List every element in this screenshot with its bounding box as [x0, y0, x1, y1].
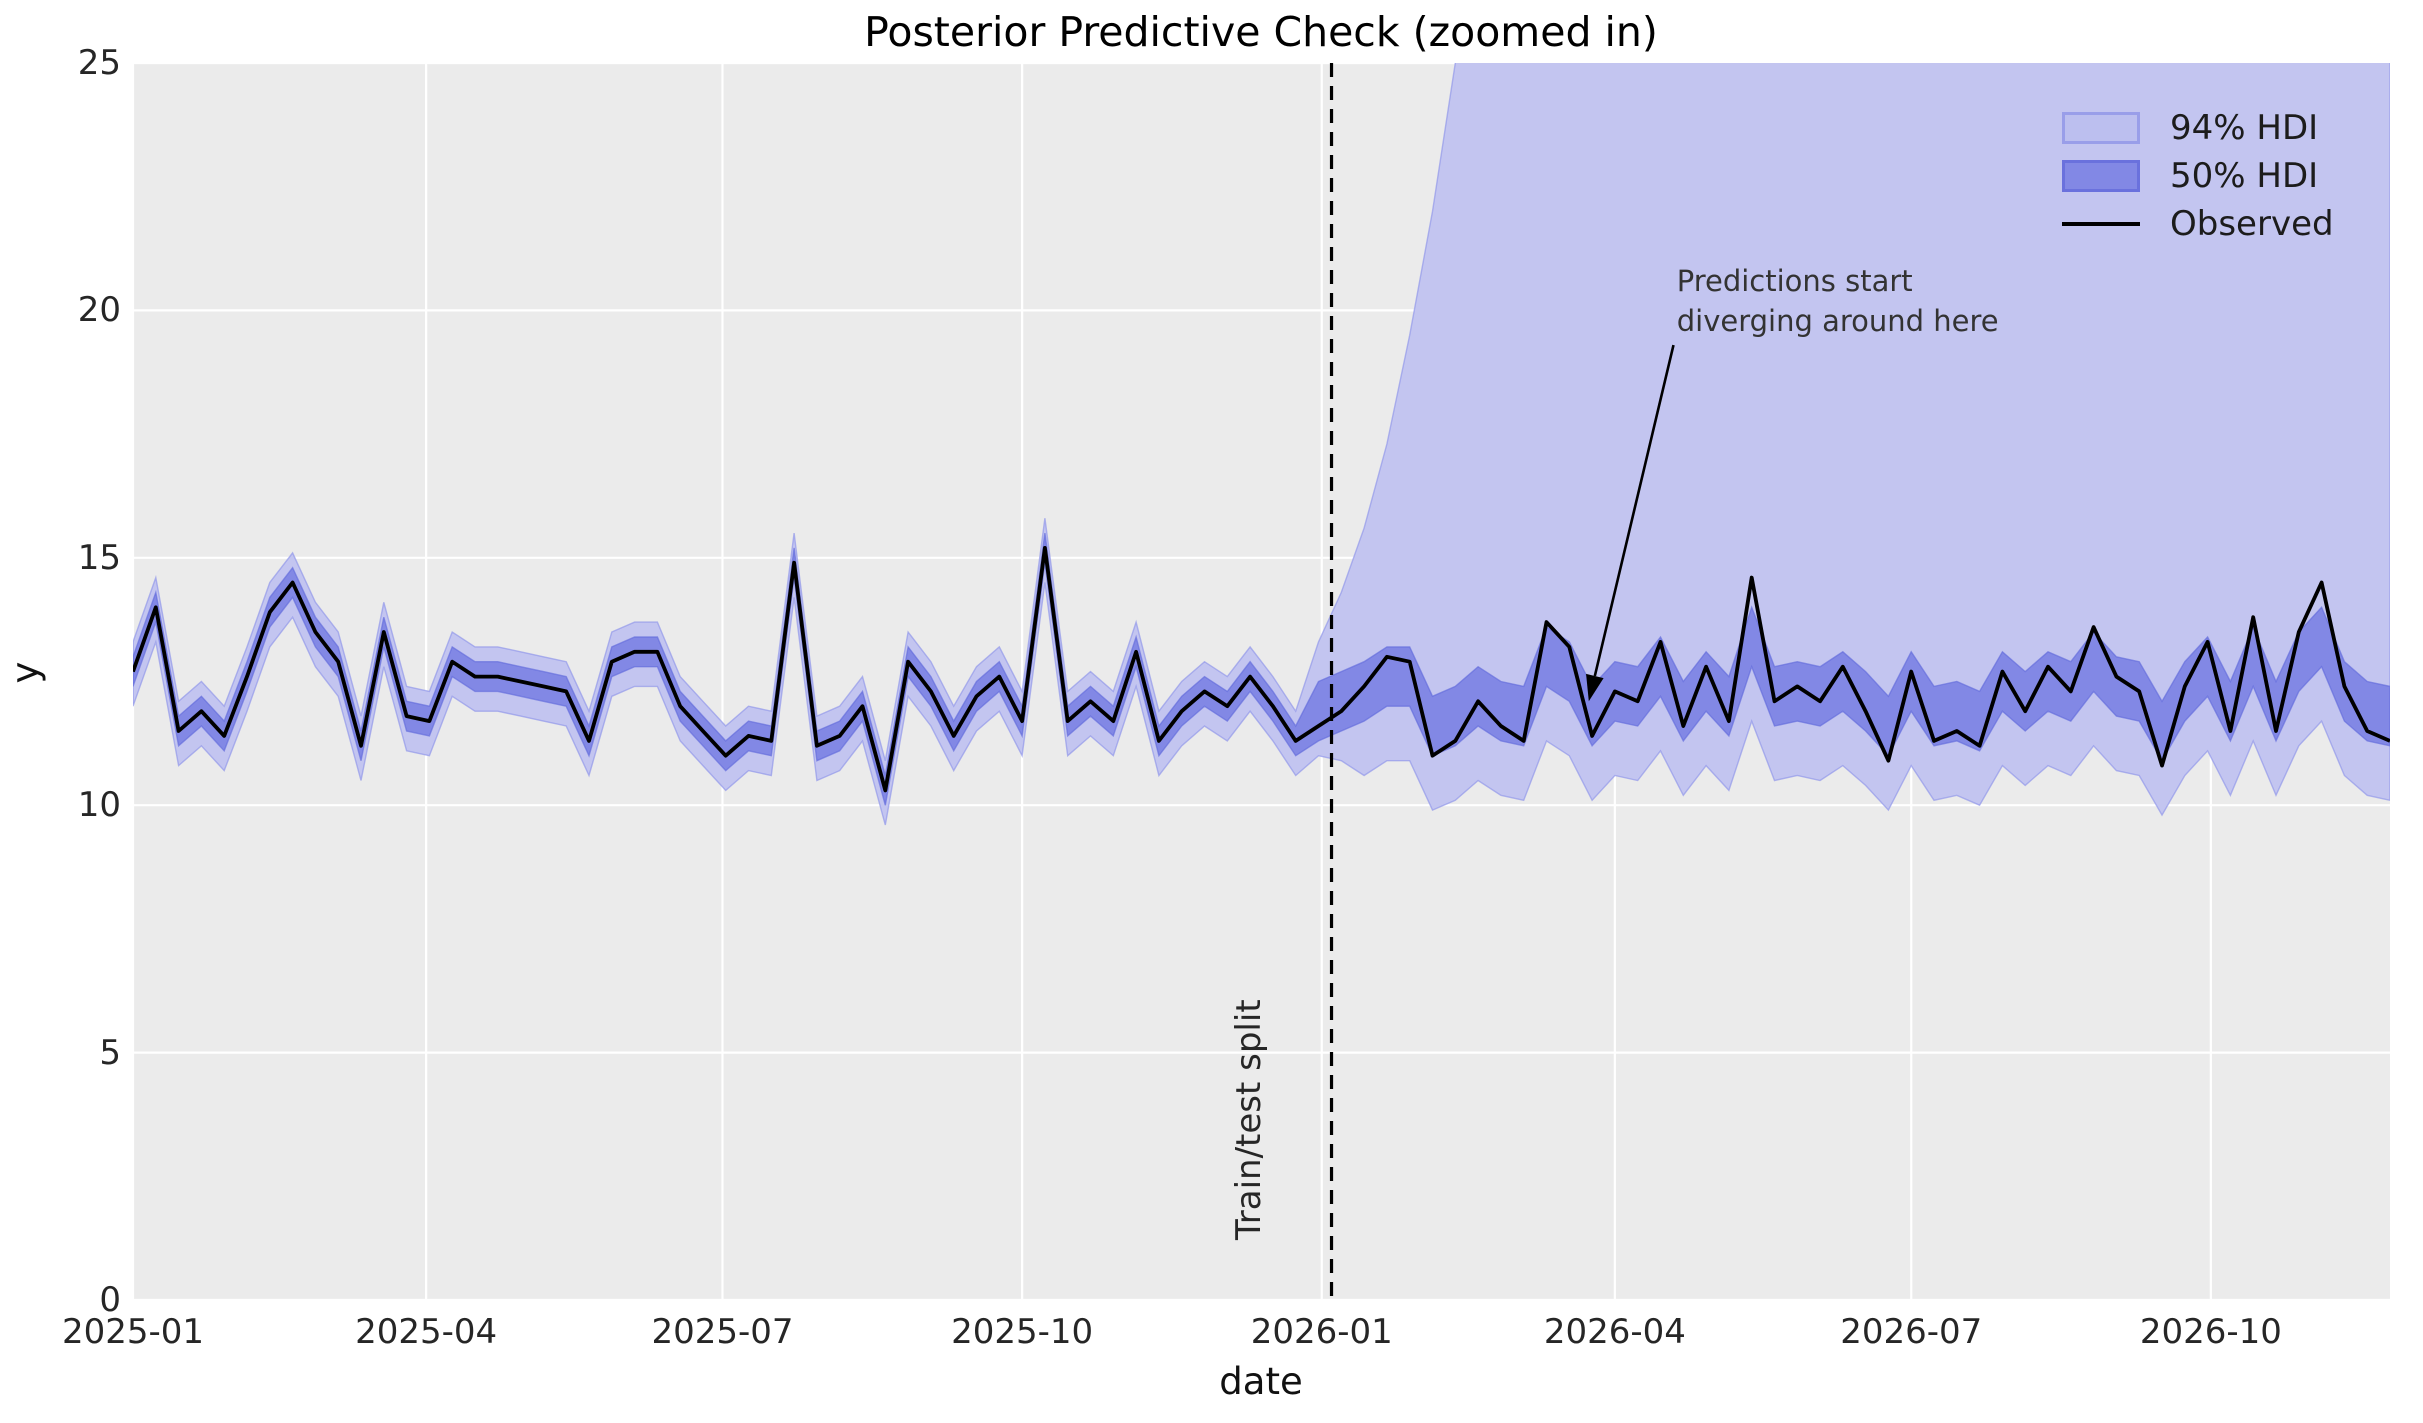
legend-label: 50% HDI: [2170, 156, 2319, 196]
train-test-split-label: Train/test split: [1229, 999, 1269, 1240]
x-tick-label: 2026-01: [1250, 1312, 1393, 1352]
observed-line-swatch: [2062, 222, 2140, 226]
legend-item-observed: Observed: [2062, 200, 2334, 248]
y-tick-label: 25: [77, 43, 121, 83]
x-tick-label: 2026-07: [1840, 1312, 1983, 1352]
arrow-head: [1586, 673, 1604, 702]
hdi-94-band: [133, 63, 2390, 826]
x-axis-label: date: [1219, 1360, 1303, 1403]
x-tick-label: 2025-04: [355, 1312, 498, 1352]
legend: 94% HDI 50% HDI Observed: [2062, 104, 2334, 248]
hdi-94-swatch: [2062, 112, 2140, 144]
y-tick-label: 5: [99, 1032, 121, 1073]
x-tick-label: 2025-01: [61, 1312, 205, 1352]
x-tick-label: 2025-07: [651, 1312, 794, 1352]
legend-label: Observed: [2170, 204, 2334, 244]
annotation-line-2: diverging around here: [1676, 303, 1999, 338]
x-tick-label: 2025-10: [951, 1312, 1094, 1352]
legend-label: 94% HDI: [2170, 108, 2319, 148]
arrow-shaft: [1593, 344, 1675, 677]
legend-item-50-hdi: 50% HDI: [2062, 152, 2334, 200]
y-tick-label: 20: [77, 290, 121, 331]
annotation-text: Predictions start diverging around here: [1677, 261, 1999, 341]
annotation-arrow: [1586, 344, 1675, 702]
y-axis-label: y: [3, 661, 47, 684]
legend-item-94-hdi: 94% HDI: [2062, 104, 2334, 152]
x-tick-label: 2026-04: [1543, 1312, 1686, 1352]
x-tick-label: 2026-10: [2139, 1312, 2282, 1352]
chart-title: Posterior Predictive Check (zoomed in): [864, 8, 1658, 56]
y-tick-label: 0: [99, 1280, 121, 1320]
y-tick-label: 15: [77, 537, 121, 578]
observed-line: [133, 546, 2390, 793]
hdi-50-band: [133, 533, 2390, 806]
hdi-50-swatch: [2062, 160, 2140, 192]
y-tick-label: 10: [77, 785, 121, 826]
annotation-line-1: Predictions start: [1676, 263, 1913, 298]
